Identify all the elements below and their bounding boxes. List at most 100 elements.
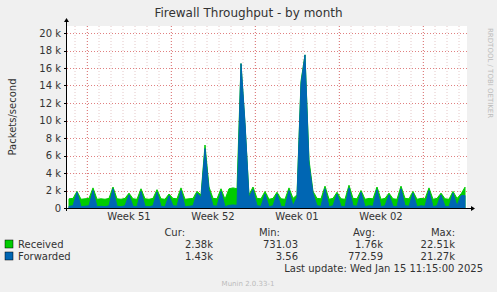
y-tick-label: 4 k	[46, 168, 62, 179]
x-axis	[64, 208, 471, 209]
minor-grid-line	[123, 26, 124, 208]
y-grid-line	[67, 68, 467, 69]
x-tick-label: Week 01	[275, 211, 318, 222]
legend-stat: 3.56	[276, 251, 298, 262]
legend-stat: 2.38k	[185, 239, 213, 250]
minor-grid-line	[411, 26, 412, 208]
minor-grid-line	[87, 26, 88, 208]
legend-header: Max:	[431, 227, 455, 238]
y-grid-line	[67, 121, 467, 122]
minor-grid-line	[219, 26, 220, 208]
major-grid-line	[87, 26, 88, 208]
legend-stat: 22.51k	[421, 239, 456, 250]
background	[0, 0, 497, 292]
minor-grid-line	[435, 26, 436, 208]
y-tick-label: 8 k	[46, 133, 62, 144]
legend-stat: 731.03	[263, 239, 298, 250]
x-axis-arrow	[471, 206, 475, 211]
y-tick-label: 16 k	[39, 63, 61, 74]
y-tick	[64, 208, 67, 209]
minor-grid-line	[387, 26, 388, 208]
y-tick	[64, 138, 67, 139]
minor-grid-line	[327, 26, 328, 208]
title: Firewall Throughput - by month	[154, 6, 342, 20]
x-tick-label: Week 52	[191, 211, 234, 222]
y-grid-line	[67, 85, 467, 86]
legend-swatch	[5, 252, 13, 260]
minor-grid-line	[351, 26, 352, 208]
y-tick-label: 20 k	[39, 28, 61, 39]
legend-header: Min:	[259, 227, 280, 238]
y-grid-line	[67, 51, 467, 52]
minor-grid-line	[75, 26, 76, 208]
y-grid-line	[67, 138, 467, 139]
minor-grid-line	[423, 26, 424, 208]
legend-stat: 772.59	[348, 251, 383, 262]
minor-grid-line	[183, 26, 184, 208]
y-tick	[64, 103, 67, 104]
minor-grid-line	[363, 26, 364, 208]
minor-grid-line	[135, 26, 136, 208]
x-tick-label: Week 51	[107, 211, 150, 222]
y-tick-label: 10 k	[39, 115, 61, 126]
minor-grid-line	[459, 26, 460, 208]
y-tick-label: 0	[55, 203, 61, 214]
legend-swatch	[5, 240, 13, 248]
y-tick-label: 18 k	[39, 45, 61, 56]
legend-stat: 1.76k	[355, 239, 383, 250]
y-tick-label: 14 k	[39, 80, 61, 91]
y-tick	[64, 156, 67, 157]
minor-grid-line	[255, 26, 256, 208]
y-tick	[64, 51, 67, 52]
y-tick	[64, 121, 67, 122]
minor-grid-line	[159, 26, 160, 208]
y-tick-label: 6 k	[46, 150, 62, 161]
minor-grid-line	[171, 26, 172, 208]
minor-grid-line	[447, 26, 448, 208]
legend-stat: 1.43k	[185, 251, 213, 262]
major-grid-line	[255, 26, 256, 208]
y-tick	[64, 68, 67, 69]
chart: Firewall Throughput - by month Packets/se…	[0, 0, 497, 292]
y-grid-line	[67, 156, 467, 157]
minor-grid-line	[147, 26, 148, 208]
minor-grid-line	[195, 26, 196, 208]
legend-header: Cur:	[164, 227, 185, 238]
grid	[67, 26, 467, 209]
major-grid-line	[423, 26, 424, 208]
legend-label: Received	[18, 239, 64, 250]
minor-grid-line	[267, 26, 268, 208]
y-tick	[64, 33, 67, 34]
minor-grid-line	[111, 26, 112, 208]
y-grid-line	[67, 173, 467, 174]
munin-version: Munin 2.0.33-1	[222, 280, 275, 288]
minor-grid-line	[399, 26, 400, 208]
rrdtool-credit: RRDTOOL / TOBI OETIKER	[486, 28, 494, 118]
data-group	[69, 55, 465, 208]
y-tick-label: 2 k	[46, 185, 62, 196]
legend-header: Avg:	[353, 227, 375, 238]
legend-stat: 21.27k	[421, 251, 456, 262]
y-grid-line	[67, 103, 467, 104]
y-grid-line	[67, 191, 467, 192]
y-axis-label: Packets/second	[7, 79, 18, 156]
minor-grid-line	[231, 26, 232, 208]
minor-grid-line	[291, 26, 292, 208]
minor-grid-line	[339, 26, 340, 208]
major-grid-line	[339, 26, 340, 208]
series-area	[69, 55, 465, 208]
minor-grid-line	[375, 26, 376, 208]
last-update: Last update: Wed Jan 15 11:15:00 2025	[284, 263, 483, 274]
y-tick	[64, 191, 67, 192]
y-tick-label: 12 k	[39, 98, 61, 109]
minor-grid-line	[279, 26, 280, 208]
y-grid-line	[67, 33, 467, 34]
y-tick	[64, 85, 67, 86]
major-grid-line	[171, 26, 172, 208]
minor-grid-line	[315, 26, 316, 208]
y-tick	[64, 173, 67, 174]
x-tick-label: Week 02	[359, 211, 402, 222]
y-axis	[66, 22, 67, 211]
y-axis-arrow	[64, 18, 69, 22]
legend-label: Forwarded	[18, 251, 71, 262]
